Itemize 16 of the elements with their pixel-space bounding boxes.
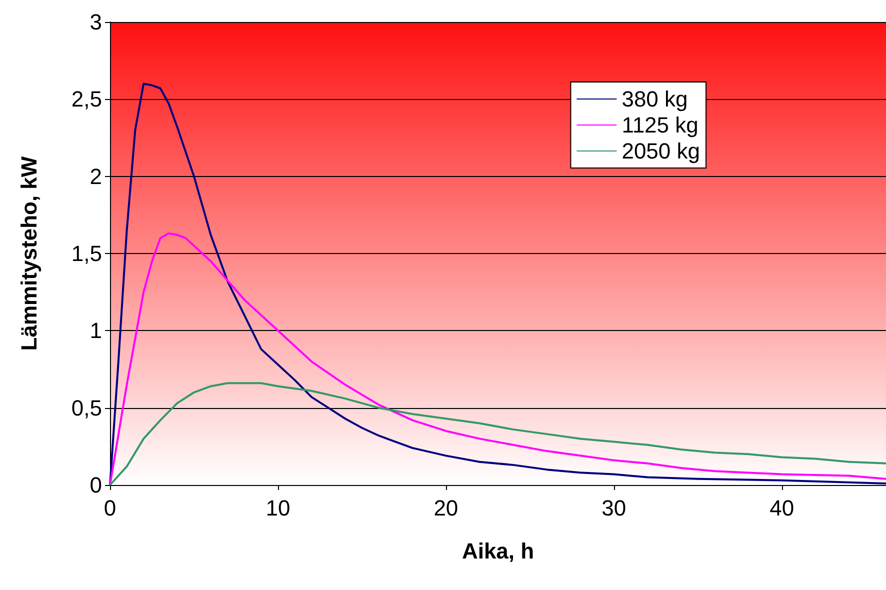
y-tick-label: 3 bbox=[90, 10, 102, 34]
legend-label: 1125 kg bbox=[622, 112, 698, 138]
x-tick-label: 20 bbox=[434, 496, 458, 520]
x-tick-label: 40 bbox=[770, 496, 794, 520]
x-axis-title: Aika, h bbox=[462, 538, 534, 564]
legend-label: 380 kg bbox=[622, 86, 688, 112]
x-tick-label: 10 bbox=[266, 496, 290, 520]
x-tick-label: 30 bbox=[602, 496, 626, 520]
y-tick-label: 0,5 bbox=[71, 395, 102, 420]
y-tick-label: 0 bbox=[90, 472, 102, 498]
y-tick-label: 2,5 bbox=[71, 86, 102, 112]
y-tick-label: 2 bbox=[90, 164, 102, 189]
legend-label: 2050 kg bbox=[622, 138, 700, 164]
y-tick-label: 1 bbox=[90, 318, 102, 344]
y-axis-title: Lämmitysteho, kW bbox=[16, 156, 42, 351]
y-tick-label: 1,5 bbox=[71, 241, 102, 266]
